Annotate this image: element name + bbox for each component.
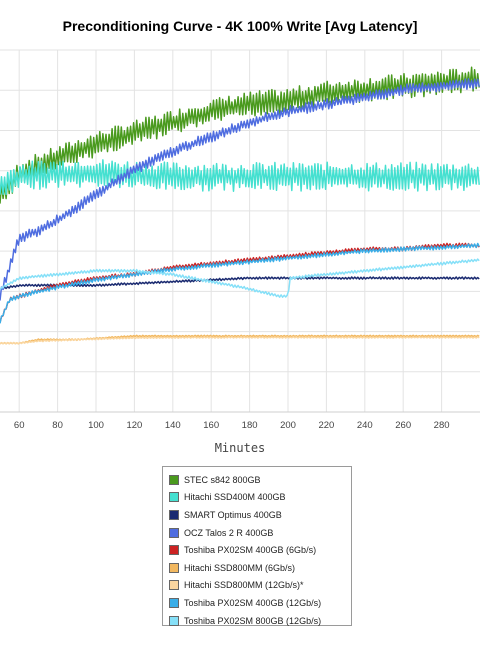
series-line-1 — [0, 159, 480, 196]
legend-swatch — [169, 527, 179, 538]
x-tick-label: 260 — [395, 420, 411, 431]
legend-item: Toshiba PX02SM 400GB (6Gb/s) — [169, 541, 345, 559]
legend-swatch — [169, 492, 179, 503]
legend-label: Toshiba PX02SM 800GB (12Gb/s) — [184, 615, 322, 626]
x-tick-label: 80 — [52, 420, 63, 431]
series-line-8 — [0, 258, 480, 298]
legend-item: Toshiba PX02SM 800GB (12Gb/s) — [169, 612, 345, 630]
series-layer — [0, 66, 480, 345]
legend-swatch — [169, 580, 179, 591]
legend-label: Toshiba PX02SM 400GB (12Gb/s) — [184, 597, 322, 608]
series-line-3 — [0, 78, 480, 301]
x-tick-label: 200 — [280, 420, 296, 431]
series-line-2 — [0, 276, 480, 291]
chart-title: Preconditioning Curve - 4K 100% Write [A… — [62, 18, 418, 34]
legend-item: Toshiba PX02SM 400GB (12Gb/s) — [169, 594, 345, 612]
series-line-6 — [0, 335, 480, 345]
legend-item: STEC s842 800GB — [169, 471, 345, 489]
legend-label: Toshiba PX02SM 400GB (6Gb/s) — [184, 545, 317, 556]
legend-swatch — [169, 562, 179, 573]
legend-item: Hitachi SSD400M 400GB — [169, 489, 345, 507]
legend-label: STEC s842 800GB — [184, 474, 261, 485]
legend-label: Hitachi SSD800MM (12Gb/s)* — [184, 580, 304, 591]
legend-item: SMART Optimus 400GB — [169, 506, 345, 524]
legend-swatch — [169, 474, 179, 485]
x-tick-label: 140 — [165, 420, 181, 431]
x-tick-label: 120 — [126, 420, 142, 431]
legend-label: Hitachi SSD400M 400GB — [184, 492, 286, 503]
legend-swatch — [169, 615, 179, 626]
series-line-7 — [0, 242, 480, 324]
x-axis-title: Minutes — [215, 441, 266, 455]
legend-swatch — [169, 509, 179, 520]
grid-layer — [0, 49, 480, 413]
x-tick-label: 160 — [203, 420, 219, 431]
legend-swatch — [169, 597, 179, 608]
x-tick-label: 280 — [434, 420, 450, 431]
legend-label: Hitachi SSD800MM (6Gb/s) — [184, 562, 296, 573]
legend-label: OCZ Talos 2 R 400GB — [184, 527, 274, 538]
legend-item: Hitachi SSD800MM (12Gb/s)* — [169, 577, 345, 595]
legend-item: Hitachi SSD800MM (6Gb/s) — [169, 559, 345, 577]
legend: STEC s842 800GB Hitachi SSD400M 400GB SMAR… — [162, 466, 352, 626]
legend-item: OCZ Talos 2 R 400GB — [169, 524, 345, 542]
axis-layer: 60 80 100 120 140 160 180 200 220 240 260 280 Minute… — [0, 411, 480, 455]
x-tick-label: 220 — [318, 420, 334, 431]
legend-label: SMART Optimus 400GB — [184, 509, 282, 520]
x-tick-label: 100 — [88, 420, 104, 431]
x-tick-label: 60 — [14, 420, 25, 431]
legend-swatch — [169, 545, 179, 556]
x-tick-label: 180 — [242, 420, 258, 431]
x-tick-label: 240 — [357, 420, 373, 431]
